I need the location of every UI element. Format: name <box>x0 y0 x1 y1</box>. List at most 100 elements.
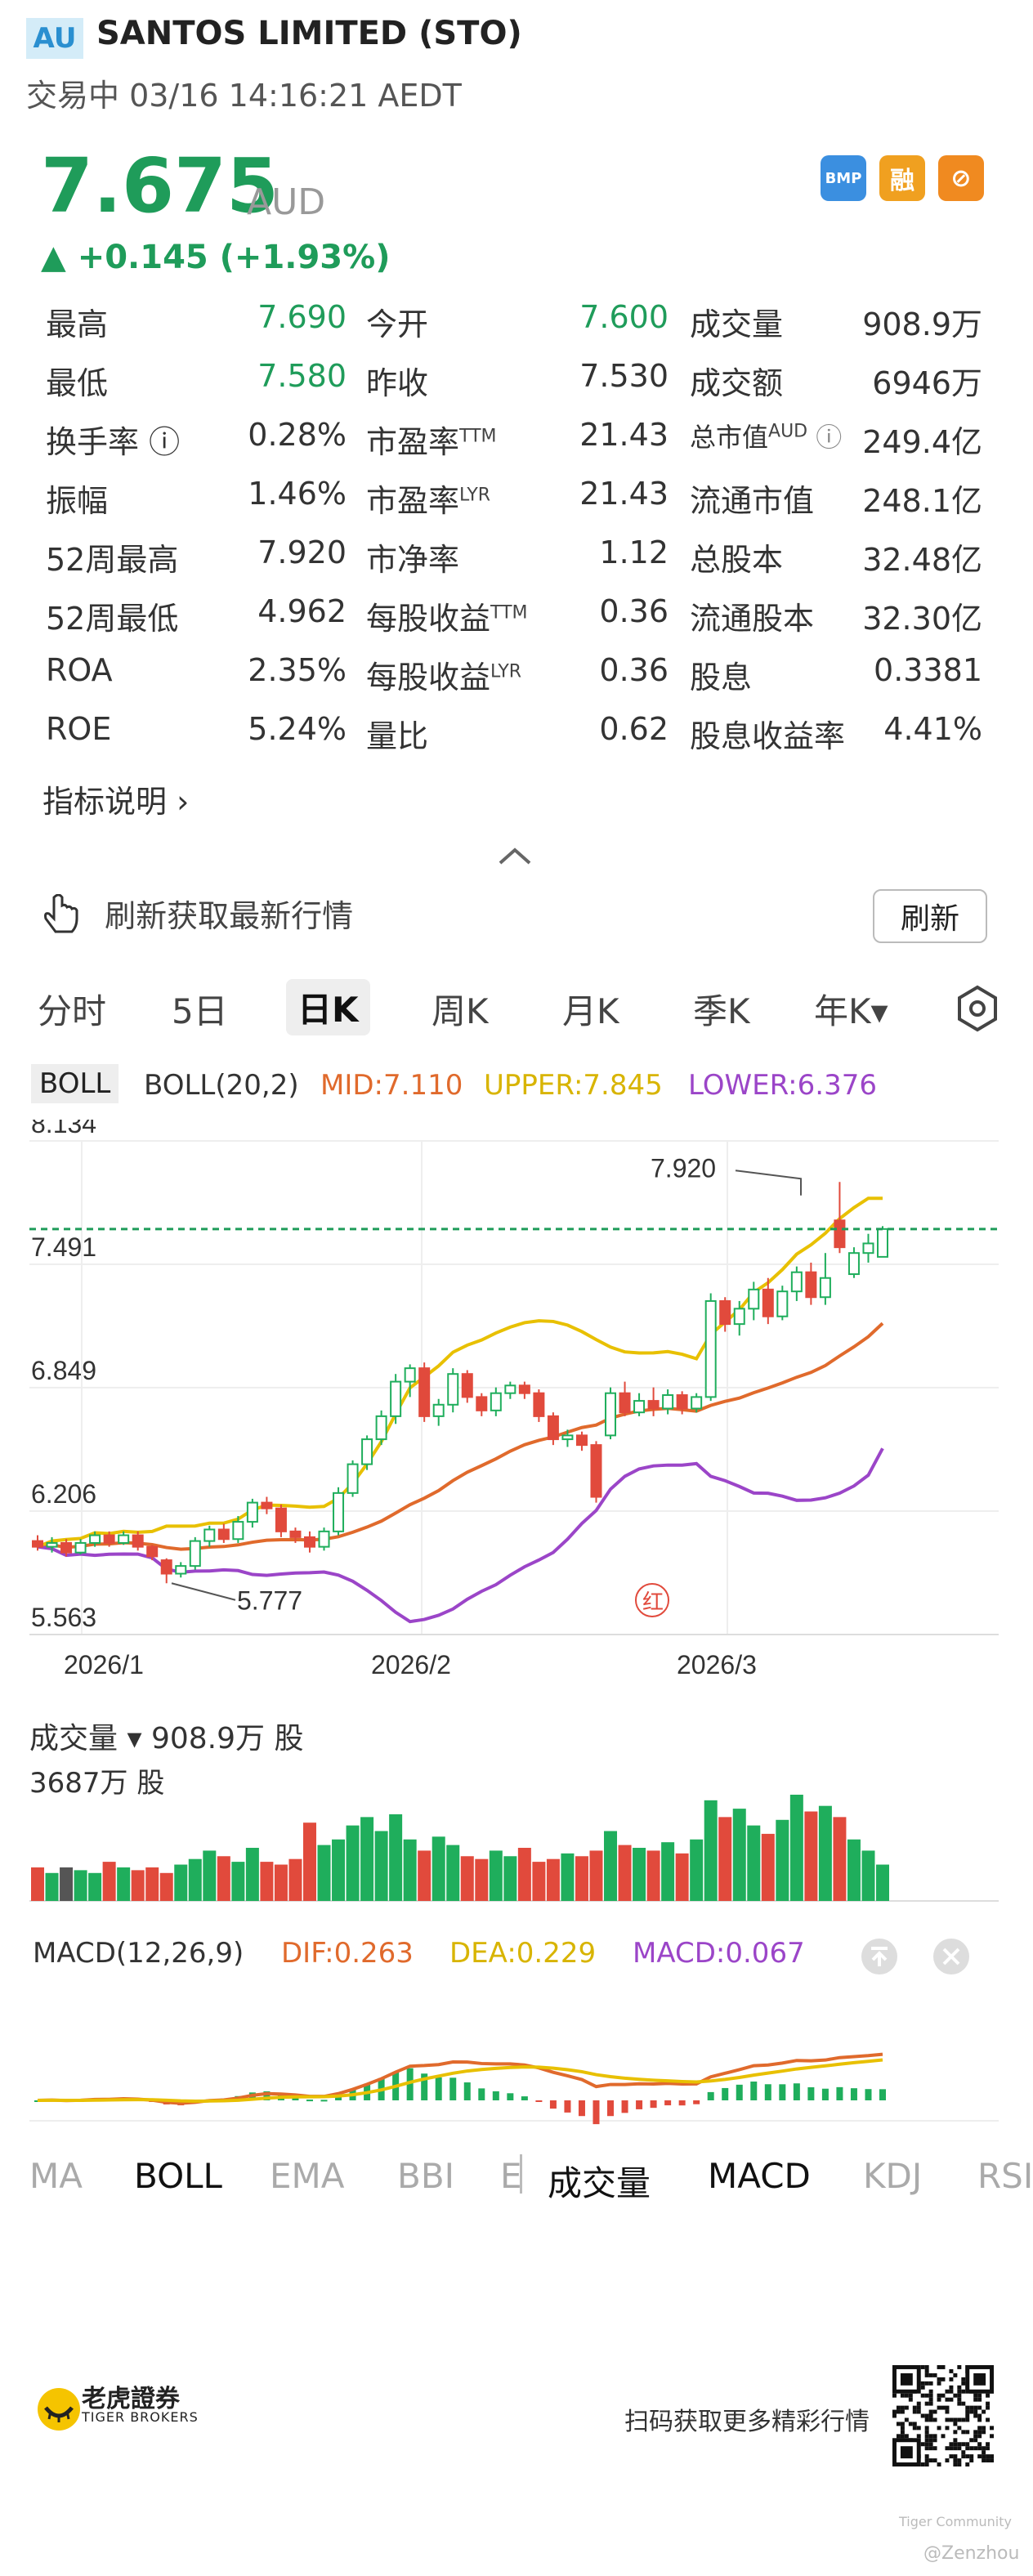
macd-histogram-bar <box>821 2088 829 2100</box>
indicator-tab-ma[interactable]: MA <box>29 2156 83 2196</box>
red-marker-icon: 红 <box>642 1590 664 1614</box>
volume-bar <box>646 1850 660 1901</box>
margin-badge-icon[interactable]: 融 <box>879 155 925 201</box>
period-tabs: 分时 5日 日K 周K 月K 季K 年K▾ <box>0 977 1033 1043</box>
candle-body <box>490 1392 502 1411</box>
macd-histogram-bar <box>879 2089 886 2100</box>
macd-dea: DEA:0.229 <box>449 1937 597 1970</box>
tab-monthly[interactable]: 月K <box>562 991 619 1031</box>
high-pointer <box>735 1169 802 1196</box>
volume-title[interactable]: 成交量 ▾ 908.9万 股 <box>29 1722 304 1755</box>
low-price-label: 5.777 <box>237 1586 302 1616</box>
x-tick-label: 2026/2 <box>371 1650 451 1679</box>
bmp-badge-icon[interactable]: BMP <box>821 155 866 201</box>
tab-5day[interactable]: 5日 <box>172 991 228 1031</box>
boll-lower-line <box>37 1447 884 1624</box>
candle-body <box>46 1541 58 1548</box>
volume-bar <box>876 1864 889 1901</box>
stat-value: 5.24% <box>248 711 347 747</box>
stat-value: 1.46% <box>248 476 347 512</box>
volume-bar <box>231 1862 245 1901</box>
candle-body <box>776 1290 789 1317</box>
macd-histogram-bar <box>779 2084 786 2100</box>
macd-dif-line <box>37 2052 883 2105</box>
candle-body <box>647 1400 660 1410</box>
collapse-icon[interactable] <box>497 837 533 874</box>
qr-code-icon <box>892 2365 994 2466</box>
macd-histogram-bar <box>593 2100 600 2125</box>
macd-histogram-bar <box>421 2073 428 2100</box>
pin-top-icon[interactable] <box>860 1937 899 1979</box>
macd-histogram-bar <box>492 2091 499 2100</box>
y-tick-label: 6.849 <box>31 1356 96 1385</box>
candle-body <box>877 1228 888 1258</box>
stat-label[interactable]: 换手率 ⓘ <box>46 424 181 460</box>
volume-bar <box>633 1848 646 1901</box>
boll-mid: MID:7.110 <box>320 1069 463 1102</box>
options-badge-icon[interactable]: ⊘ <box>938 155 984 201</box>
volume-bar <box>302 1822 316 1901</box>
tab-weekly[interactable]: 周K <box>432 991 489 1031</box>
indicator-tab-boll[interactable]: BOLL <box>134 2156 222 2196</box>
stat-value: 21.43 <box>579 476 669 512</box>
close-icon[interactable] <box>932 1937 971 1979</box>
boll-params: BOLL(20,2) <box>144 1069 299 1102</box>
tab-quarterly[interactable]: 季K <box>693 991 750 1031</box>
indicator-tab-macd[interactable]: MACD <box>708 2156 811 2196</box>
tab-daily[interactable]: 日K <box>286 979 370 1035</box>
stat-label: 成交额 <box>690 365 784 401</box>
volume-bar <box>432 1836 445 1901</box>
x-tick-label: 2026/1 <box>64 1650 144 1679</box>
tab-yearly[interactable]: 年K▾ <box>814 991 888 1031</box>
indicator-tab-rsi[interactable]: RSI <box>977 2156 1033 2196</box>
candle-body <box>289 1530 302 1538</box>
candle-body <box>203 1528 216 1542</box>
stat-value: 248.1亿 <box>862 483 982 519</box>
volume-bar <box>690 1839 704 1901</box>
candle-body <box>418 1367 431 1417</box>
candle-body <box>704 1299 717 1398</box>
volume-bar <box>174 1864 188 1901</box>
indicator-tab-kdj[interactable]: KDJ <box>863 2156 923 2196</box>
stat-value: 0.36 <box>599 652 669 688</box>
macd-histogram-bar <box>463 2082 471 2100</box>
volume-bar <box>403 1839 417 1901</box>
macd-chart[interactable] <box>0 1978 1033 2133</box>
macd-histogram-bar <box>306 2100 313 2102</box>
indicator-explanation-link[interactable]: 指标说明 › <box>42 784 190 820</box>
stat-label: 52周最高 <box>46 542 179 578</box>
stock-title: SANTOS LIMITED (STO) <box>96 15 522 52</box>
hand-pointer-icon <box>42 893 78 942</box>
candle-body <box>719 1299 731 1326</box>
tab-intraday[interactable]: 分时 <box>38 991 107 1031</box>
stat-value: 2.35% <box>248 652 347 688</box>
volume-chart[interactable] <box>0 1790 1033 1921</box>
tab-divider <box>520 2154 522 2194</box>
refresh-button[interactable]: 刷新 <box>873 889 987 943</box>
candle-body <box>748 1288 760 1310</box>
macd-histogram-bar <box>320 2100 328 2102</box>
indicator-tab-e[interactable]: E <box>500 2156 522 2196</box>
candle-body <box>762 1288 774 1317</box>
stat-label: ROE <box>46 711 112 747</box>
macd-histogram-bar <box>707 2091 714 2100</box>
indicator-tab-bbi[interactable]: BBI <box>397 2156 455 2196</box>
candle-body <box>834 1219 846 1249</box>
candle-body <box>847 1252 860 1276</box>
candle-body <box>390 1380 402 1417</box>
candle-body <box>633 1400 646 1414</box>
info-icon: ⓘ <box>807 422 843 453</box>
candlestick-chart[interactable]: 8.134 7.491 6.849 6.206 5.563 2026/1 2026/2 202… <box>0 1120 1033 1708</box>
volume-bar <box>274 1864 288 1901</box>
macd-dif: DIF:0.263 <box>281 1937 414 1970</box>
stat-label: 最低 <box>46 365 109 401</box>
volume-bar <box>31 1867 44 1901</box>
settings-icon[interactable] <box>953 984 1002 1036</box>
stat-value: 0.36 <box>599 593 669 629</box>
indicator-tab-volume[interactable]: 成交量 <box>548 2163 651 2203</box>
candle-body <box>217 1528 230 1541</box>
boll-tag[interactable]: BOLL <box>31 1064 119 1103</box>
stat-value: 0.28% <box>248 417 347 453</box>
stat-value: 0.62 <box>599 711 669 747</box>
indicator-tab-ema[interactable]: EMA <box>270 2156 345 2196</box>
